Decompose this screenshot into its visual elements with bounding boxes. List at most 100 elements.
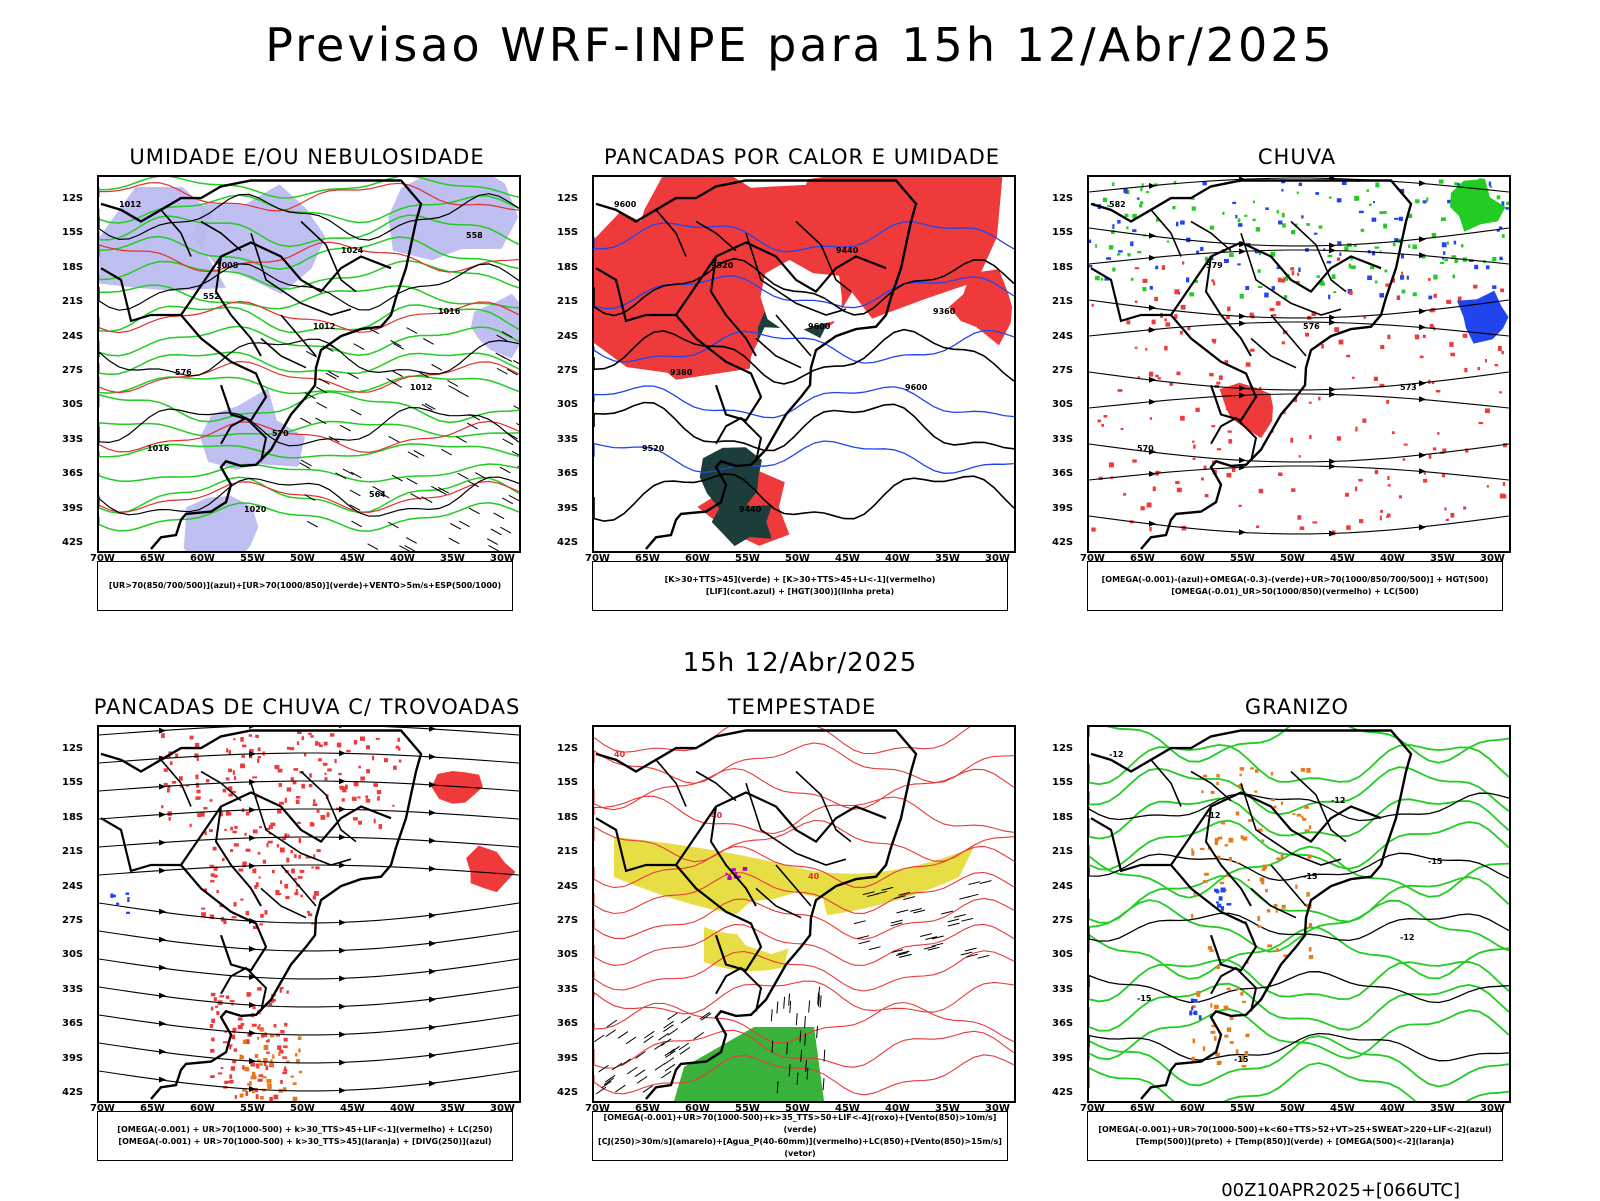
rain-speckle-red [1428, 278, 1431, 281]
rain-speckle-green [1374, 246, 1380, 249]
omega-speckle-orange [1283, 954, 1288, 958]
omega-speckle-orange [1202, 774, 1208, 778]
lifted-index-contour [594, 221, 1014, 253]
rain-speckle-red [1429, 309, 1435, 313]
wind-vector [788, 993, 790, 1006]
storm-speckle-red [234, 825, 238, 829]
omega-speckle-orange [1241, 1064, 1247, 1068]
wind-vector [771, 1040, 774, 1053]
wind-vector [431, 364, 443, 371]
temp-500-contour [1089, 1032, 1509, 1062]
rain-speckle-blue [1443, 251, 1446, 255]
latitude-tick-label: 21S [1052, 846, 1074, 858]
rain-speckle-red [1256, 525, 1260, 529]
rain-speckle-red [1226, 472, 1232, 478]
storm-speckle-red [224, 828, 227, 832]
omega-speckle-orange [1211, 1024, 1216, 1028]
longitude-tick-label: 70W [585, 1103, 610, 1114]
storm-speckle-red [241, 755, 245, 758]
storm-speckle-orange [240, 1055, 245, 1059]
thermal-instability-area [699, 447, 762, 511]
rain-speckle-red [1192, 457, 1196, 460]
rain-speckle-blue [1496, 229, 1500, 232]
hail-speckle-blue [1226, 903, 1232, 906]
storm-speckle-red [210, 880, 215, 883]
rain-speckle-red [1446, 299, 1452, 304]
wind-vector [421, 403, 433, 411]
omega-speckle-orange [1267, 944, 1272, 948]
latitude-tick-label: 39S [557, 502, 579, 514]
omega-speckle-orange [1261, 839, 1265, 842]
contour-label: 9380 [670, 368, 693, 377]
rain-speckle-blue [1298, 267, 1301, 272]
omega-speckle-orange [1191, 913, 1194, 919]
state-boundary [695, 220, 737, 252]
longitude-tick-label: 35W [1430, 553, 1455, 564]
wind-vector [422, 338, 434, 345]
streamline-arrow [249, 806, 256, 813]
omega-speckle-orange [1254, 769, 1259, 773]
wind-vector [643, 1035, 654, 1044]
contour-label: -12 [1109, 750, 1123, 759]
temp-850-contour [1089, 874, 1509, 924]
rain-speckle-blue [1400, 275, 1405, 280]
storm-speckle-red [376, 790, 382, 795]
rain-speckle-green [1252, 218, 1256, 222]
contour-label: 582 [1109, 200, 1126, 209]
rain-speckle-red [1299, 526, 1305, 530]
rain-speckle-green [1126, 226, 1129, 230]
storm-speckle-red [295, 889, 298, 893]
storm-speckle-red [222, 858, 225, 862]
storm-speckle-red [230, 826, 233, 831]
rain-speckle-green [1191, 196, 1195, 200]
rain-speckle-red [1349, 290, 1353, 295]
pressure-contour [99, 338, 519, 377]
rain-speckle-red [1458, 296, 1462, 302]
wind-vector [868, 946, 881, 951]
humidity-low-contour [99, 463, 519, 483]
rain-speckle-red [1444, 507, 1447, 511]
wind-vector [339, 424, 351, 432]
wind-vector [808, 1000, 811, 1013]
storm-speckle-red [266, 827, 271, 831]
storm-speckle-red [326, 812, 330, 818]
lifted-index-contour [594, 275, 1014, 310]
storm-speckle-red [247, 1083, 250, 1086]
wind-vector [806, 1067, 809, 1080]
storm-speckle-red [170, 761, 173, 766]
rain-speckle-red [1238, 504, 1242, 507]
rain-speckle-blue [1447, 199, 1452, 204]
rain-speckle-green [1237, 218, 1241, 223]
omega-speckle-orange [1276, 857, 1281, 861]
storm-speckle-orange [242, 1088, 247, 1092]
rain-speckle-green [1244, 214, 1248, 217]
state-boundary [250, 232, 352, 316]
border-line [220, 416, 268, 462]
wind-vector [601, 1080, 612, 1089]
streamline-arrow [1239, 313, 1246, 320]
streamline-arrow [159, 936, 166, 943]
rain-speckle-green [1366, 189, 1370, 192]
rain-speckle-green [1412, 244, 1417, 250]
divergence-speckle [111, 894, 116, 898]
state-boundary [655, 759, 687, 807]
streamline-arrow [1329, 386, 1336, 393]
state-boundary [795, 770, 852, 843]
storm-speckle-red [237, 1017, 243, 1021]
pressure-contour [99, 193, 519, 241]
streamline-arrow [159, 727, 166, 734]
wind-vector [469, 413, 481, 421]
border-line [709, 806, 757, 907]
wind-vector [776, 1081, 779, 1094]
longitude-tick-label: 45W [835, 1103, 860, 1114]
omega-speckle-orange [1280, 801, 1284, 805]
storm-area [431, 771, 483, 804]
rain-speckle-green [1401, 289, 1406, 294]
storm-speckle-red [284, 884, 288, 889]
wind-vector [405, 537, 417, 544]
storm-speckle-red [327, 768, 332, 772]
omega-speckle-orange [1216, 966, 1220, 970]
rain-speckle-red [1423, 478, 1428, 483]
wind-vector [693, 1031, 704, 1040]
rain-speckle-red [1180, 415, 1185, 421]
